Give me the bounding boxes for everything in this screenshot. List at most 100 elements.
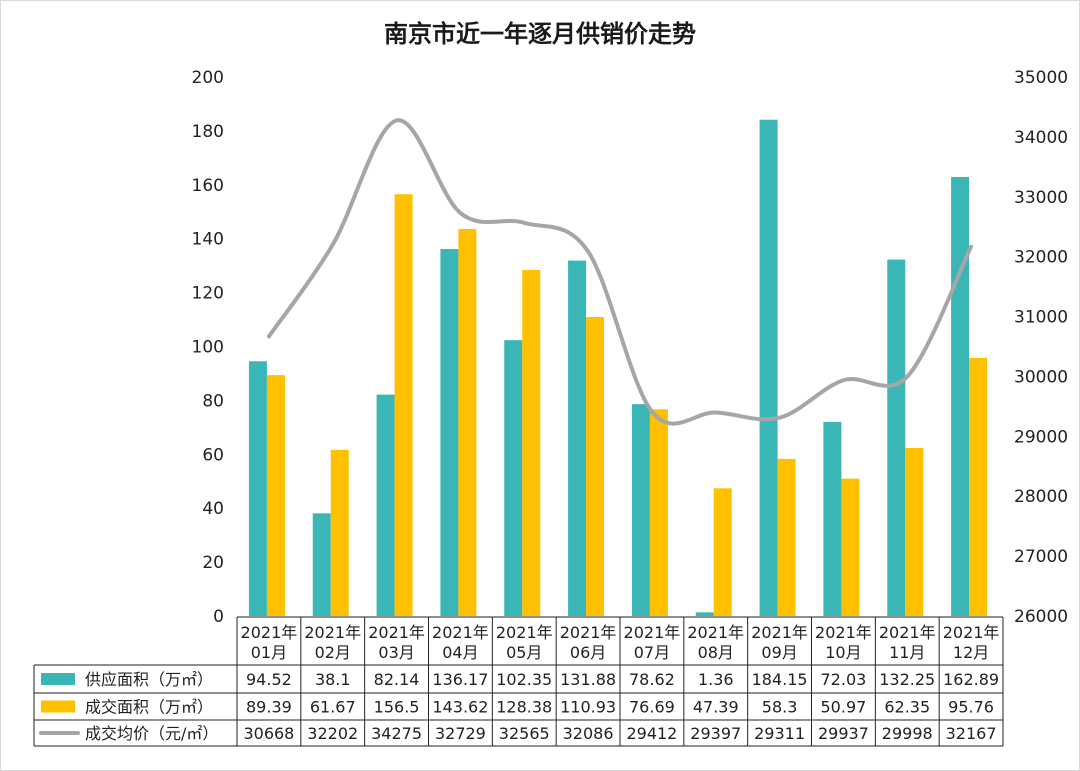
table-value-2-4: 32565 xyxy=(499,724,550,743)
sales-bar-9 xyxy=(841,478,860,616)
table-value-0-7: 1.36 xyxy=(698,670,734,689)
table-value-1-10: 62.35 xyxy=(884,698,930,717)
legend-label-0: 供应面积（万㎡） xyxy=(85,670,213,689)
left-axis-tick-5: 100 xyxy=(192,338,224,358)
table-value-2-2: 34275 xyxy=(371,724,422,743)
table-value-2-6: 29412 xyxy=(626,724,677,743)
category-year-4: 2021年 xyxy=(496,623,553,642)
table-value-2-1: 32202 xyxy=(307,724,358,743)
table-value-1-11: 95.76 xyxy=(948,698,994,717)
table-value-0-3: 136.17 xyxy=(432,670,488,689)
table-value-1-6: 76.69 xyxy=(629,698,675,717)
left-axis-tick-7: 140 xyxy=(192,230,224,250)
category-year-9: 2021年 xyxy=(815,623,872,642)
table-value-2-9: 29937 xyxy=(818,724,869,743)
sales-bar-5 xyxy=(586,317,605,616)
sales-bar-10 xyxy=(905,447,924,616)
table-value-1-5: 110.93 xyxy=(560,698,616,717)
table-value-1-9: 50.97 xyxy=(821,698,867,717)
category-year-3: 2021年 xyxy=(432,623,489,642)
category-year-10: 2021年 xyxy=(879,623,936,642)
table-value-2-7: 29397 xyxy=(690,724,741,743)
table-value-0-8: 184.15 xyxy=(752,670,808,689)
category-year-6: 2021年 xyxy=(624,623,681,642)
right-axis-tick-9: 35000 xyxy=(1014,68,1068,88)
sales-bar-8 xyxy=(777,458,796,616)
category-month-10: 11月 xyxy=(889,643,925,662)
category-month-3: 04月 xyxy=(442,643,478,662)
table-value-2-11: 32167 xyxy=(946,724,997,743)
table-value-0-1: 38.1 xyxy=(315,670,351,689)
right-axis-tick-5: 31000 xyxy=(1014,308,1068,328)
table-value-2-0: 30668 xyxy=(243,724,294,743)
table-value-1-4: 128.38 xyxy=(496,698,552,717)
supply-bar-10 xyxy=(887,259,906,616)
table-value-0-2: 82.14 xyxy=(374,670,420,689)
category-month-0: 01月 xyxy=(251,643,287,662)
supply-bar-9 xyxy=(823,421,842,616)
category-year-7: 2021年 xyxy=(687,623,744,642)
table-value-1-2: 156.5 xyxy=(374,698,420,717)
category-month-8: 09月 xyxy=(761,643,797,662)
legend-label-2: 成交均价（元/㎡） xyxy=(85,724,218,743)
right-axis-tick-8: 34000 xyxy=(1014,128,1068,148)
category-month-2: 03月 xyxy=(378,643,414,662)
table-value-0-6: 78.62 xyxy=(629,670,675,689)
supply-bar-3 xyxy=(440,249,459,616)
supply-bar-11 xyxy=(951,177,970,616)
sales-bar-11 xyxy=(969,357,988,616)
table-value-1-8: 58.3 xyxy=(762,698,798,717)
right-axis-tick-3: 29000 xyxy=(1014,427,1068,447)
sales-bar-1 xyxy=(330,449,349,616)
left-axis-tick-3: 60 xyxy=(202,445,224,465)
legend-swatch-0 xyxy=(41,673,75,685)
table-value-1-7: 47.39 xyxy=(693,698,739,717)
left-axis-tick-10: 200 xyxy=(192,68,224,88)
left-axis-tick-9: 180 xyxy=(192,122,224,142)
supply-bar-2 xyxy=(376,394,395,616)
supply-bar-0 xyxy=(248,361,267,616)
right-axis-tick-7: 33000 xyxy=(1014,188,1068,208)
right-axis-tick-2: 28000 xyxy=(1014,487,1068,507)
sales-bar-3 xyxy=(458,228,477,617)
category-year-8: 2021年 xyxy=(751,623,808,642)
supply-bar-7 xyxy=(695,612,714,616)
table-value-1-3: 143.62 xyxy=(432,698,488,717)
table-value-0-0: 94.52 xyxy=(246,670,292,689)
category-year-11: 2021年 xyxy=(943,623,1000,642)
sales-bar-7 xyxy=(713,488,732,616)
supply-bar-5 xyxy=(568,260,587,616)
left-axis-tick-8: 160 xyxy=(192,176,224,196)
left-axis-tick-4: 80 xyxy=(202,391,224,411)
right-axis-tick-0: 26000 xyxy=(1014,607,1068,627)
category-month-6: 07月 xyxy=(634,643,670,662)
table-value-1-0: 89.39 xyxy=(246,698,292,717)
category-month-5: 06月 xyxy=(570,643,606,662)
table-value-0-5: 131.88 xyxy=(560,670,616,689)
chart-title: 南京市近一年逐月供销价走势 xyxy=(384,20,696,48)
category-year-5: 2021年 xyxy=(560,623,617,642)
left-axis-tick-0: 0 xyxy=(213,607,224,627)
right-axis-tick-6: 32000 xyxy=(1014,248,1068,268)
supply-bar-1 xyxy=(312,513,331,616)
table-value-2-3: 32729 xyxy=(435,724,486,743)
legend-swatch-1 xyxy=(41,700,75,713)
category-month-4: 05月 xyxy=(506,643,542,662)
table-value-2-5: 32086 xyxy=(563,724,614,743)
left-axis-tick-6: 120 xyxy=(192,284,224,304)
table-value-0-10: 132.25 xyxy=(879,670,935,689)
avg-price-line xyxy=(266,118,974,426)
sales-bar-2 xyxy=(394,194,413,617)
sales-bar-6 xyxy=(649,409,668,616)
category-month-7: 08月 xyxy=(698,643,734,662)
table-value-1-1: 61.67 xyxy=(310,698,356,717)
category-month-11: 12月 xyxy=(953,643,989,662)
category-month-1: 02月 xyxy=(315,643,351,662)
table-value-2-8: 29311 xyxy=(754,724,805,743)
supply-bar-8 xyxy=(759,119,778,616)
category-year-2: 2021年 xyxy=(368,623,425,642)
right-axis-tick-1: 27000 xyxy=(1014,547,1068,567)
left-axis-tick-1: 20 xyxy=(202,553,224,573)
legend-label-1: 成交面积（万㎡） xyxy=(85,698,213,717)
